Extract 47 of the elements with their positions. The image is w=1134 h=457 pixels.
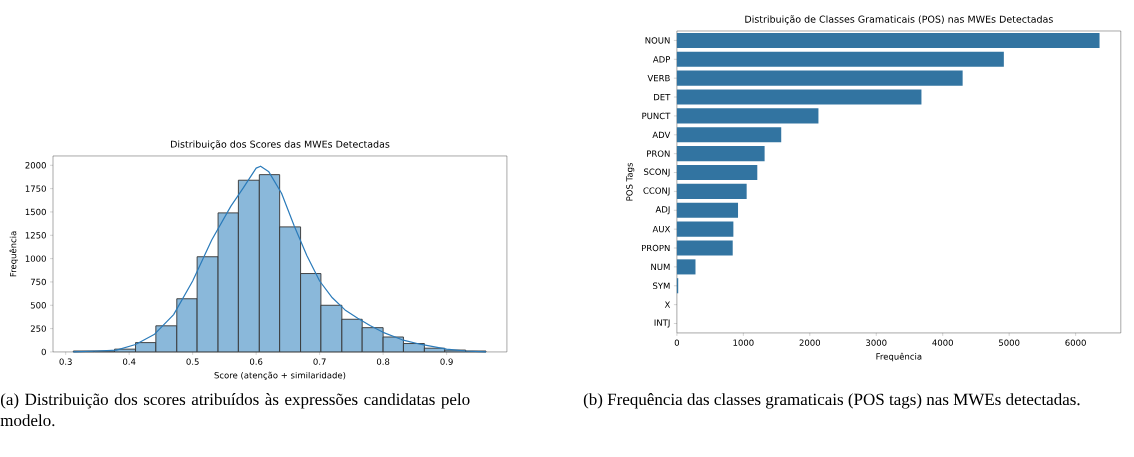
x-tick-label: 1000 <box>733 339 754 346</box>
x-tick-label: 0.8 <box>376 358 390 365</box>
y-tick-label: 1750 <box>25 185 46 192</box>
y-tick-label: 500 <box>30 302 46 309</box>
y-tick-label: ADP <box>652 56 671 63</box>
y-tick-label: INTJ <box>654 319 670 328</box>
y-tick-label: DET <box>654 93 671 101</box>
y-tick-label: PRON <box>647 150 670 157</box>
text: (b) Frequência das classes gramaticais (POS tags) nas MWEs detectadas. <box>583 393 1080 409</box>
text: (a) Distribuição dos scores atribuídos às expressões candidatas pelo modelo. <box>0 393 470 427</box>
y-tick-label: SCONJ <box>644 168 670 177</box>
y-tick-label: ADV <box>652 131 671 138</box>
y-tick-label: X <box>664 301 671 308</box>
x-tick-label: 3000 <box>866 339 887 346</box>
x-axis-title: Score (atenção + similaridade) <box>214 371 346 381</box>
y-tick-label: NOUN <box>645 37 670 44</box>
y-tick-label: 2000 <box>25 162 46 169</box>
y-tick-label: 1500 <box>25 208 46 216</box>
y-axis-title: Frequência <box>9 231 18 277</box>
x-tick-label: 5000 <box>999 339 1020 346</box>
y-tick-label: NUM <box>651 263 670 271</box>
x-tick-label: 0.6 <box>249 358 263 365</box>
x-tick-label: 0.3 <box>59 358 72 365</box>
y-tick-label: 1000 <box>25 255 46 262</box>
y-tick-label: SYM <box>653 282 670 290</box>
chart-title: Distribuição dos Scores das MWEs Detectadas <box>171 140 390 150</box>
y-tick-label: ADJ <box>655 206 670 215</box>
x-tick-label: 0.9 <box>440 358 453 365</box>
x-tick-label: 0.5 <box>186 358 199 365</box>
y-tick-label: 750 <box>30 278 46 286</box>
x-tick-label: 0 <box>674 339 680 346</box>
x-tick-label: 0.7 <box>313 358 326 365</box>
y-tick-label: AUX <box>652 226 671 233</box>
x-tick-label: 6000 <box>1065 339 1086 346</box>
y-tick-label: PUNCT <box>642 112 671 120</box>
y-tick-label: 1250 <box>25 232 46 239</box>
chart-title: Distribuição de Classes Gramaticais (POS) nas MWEs Detectadas <box>745 15 1053 25</box>
x-tick-label: 2000 <box>799 339 821 346</box>
y-tick-label: VERB <box>647 75 670 82</box>
y-tick-label: 250 <box>30 325 46 332</box>
y-axis-title: POS Tags <box>626 163 635 201</box>
y-tick-label: CCONJ <box>643 187 670 196</box>
y-tick-label: PROPN <box>641 244 670 252</box>
x-tick-label: 4000 <box>932 339 953 346</box>
x-tick-label: 0.4 <box>122 358 136 365</box>
x-axis-title: Frequência <box>876 352 922 362</box>
y-tick-label: 0 <box>41 348 46 356</box>
